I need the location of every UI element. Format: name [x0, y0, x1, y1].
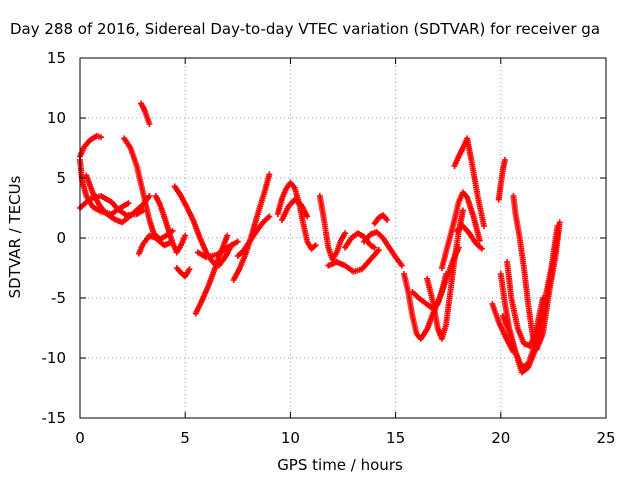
series-arc-24 [424, 207, 466, 342]
x-tick-label: 5 [180, 429, 190, 447]
series-arc-16 [278, 196, 311, 223]
y-axis-label: SDTVAR / TECUs [6, 175, 24, 298]
series-arc-28 [495, 157, 509, 203]
series-arc-17 [316, 193, 349, 263]
data-point [398, 262, 405, 269]
data-point [125, 200, 132, 207]
x-tick-label: 0 [75, 429, 85, 447]
series-arc-7 [135, 232, 174, 257]
data-point [342, 230, 349, 237]
data-point [266, 171, 273, 178]
data-point [502, 157, 509, 163]
series-arc-21 [371, 212, 391, 227]
data-point [510, 349, 517, 355]
data-point [312, 242, 319, 249]
series-arc-26 [451, 135, 487, 229]
series-arc-8 [152, 193, 189, 256]
axes-layer: 0 5 10 15 20 25 -15 -10 -5 0 5 10 15 [42, 49, 616, 447]
data-point [146, 121, 153, 127]
data-point [234, 238, 241, 245]
series-arc-25 [438, 189, 483, 271]
y-tick-label: 10 [47, 109, 66, 127]
data-point [476, 237, 483, 244]
series-arc-27 [453, 223, 485, 252]
data-point [480, 223, 487, 229]
series-arc-18 [325, 247, 382, 275]
points-layer [77, 100, 563, 376]
data-point [266, 213, 273, 220]
series-arc-12 [194, 238, 241, 261]
y-tick-label: -5 [51, 289, 66, 307]
series-arc-6 [138, 100, 153, 127]
data-point [182, 232, 189, 239]
series-arc-10 [173, 265, 193, 280]
series-arc-32 [510, 193, 563, 353]
data-point [478, 245, 485, 252]
x-tick-label: 20 [491, 429, 510, 447]
data-point [304, 213, 311, 220]
data-point [443, 271, 450, 277]
y-tick-label: -15 [42, 409, 67, 427]
series-arc-2 [77, 133, 105, 160]
chart-title: Day 288 of 2016, Sidereal Day-to-day VTE… [10, 20, 600, 38]
y-tick-label: 15 [47, 49, 66, 67]
data-point [384, 217, 391, 223]
data-point [459, 207, 466, 214]
series-arc-33 [489, 301, 517, 355]
series-arc-20 [361, 229, 405, 269]
data-point [539, 295, 546, 301]
y-tick-label: 5 [56, 169, 66, 187]
series-arc-14 [234, 213, 273, 259]
data-point [371, 244, 378, 251]
data-point [146, 193, 153, 199]
y-tick-label: -10 [42, 349, 67, 367]
y-tick-label: 0 [56, 229, 66, 247]
data-point [556, 219, 563, 226]
data-point [186, 266, 193, 273]
x-tick-label: 25 [596, 429, 615, 447]
data-point [98, 134, 105, 141]
x-tick-label: 15 [386, 429, 405, 447]
data-point [375, 247, 382, 253]
x-tick-label: 10 [281, 429, 300, 447]
x-axis-label: GPS time / hours [277, 456, 403, 474]
data-point [224, 232, 231, 239]
